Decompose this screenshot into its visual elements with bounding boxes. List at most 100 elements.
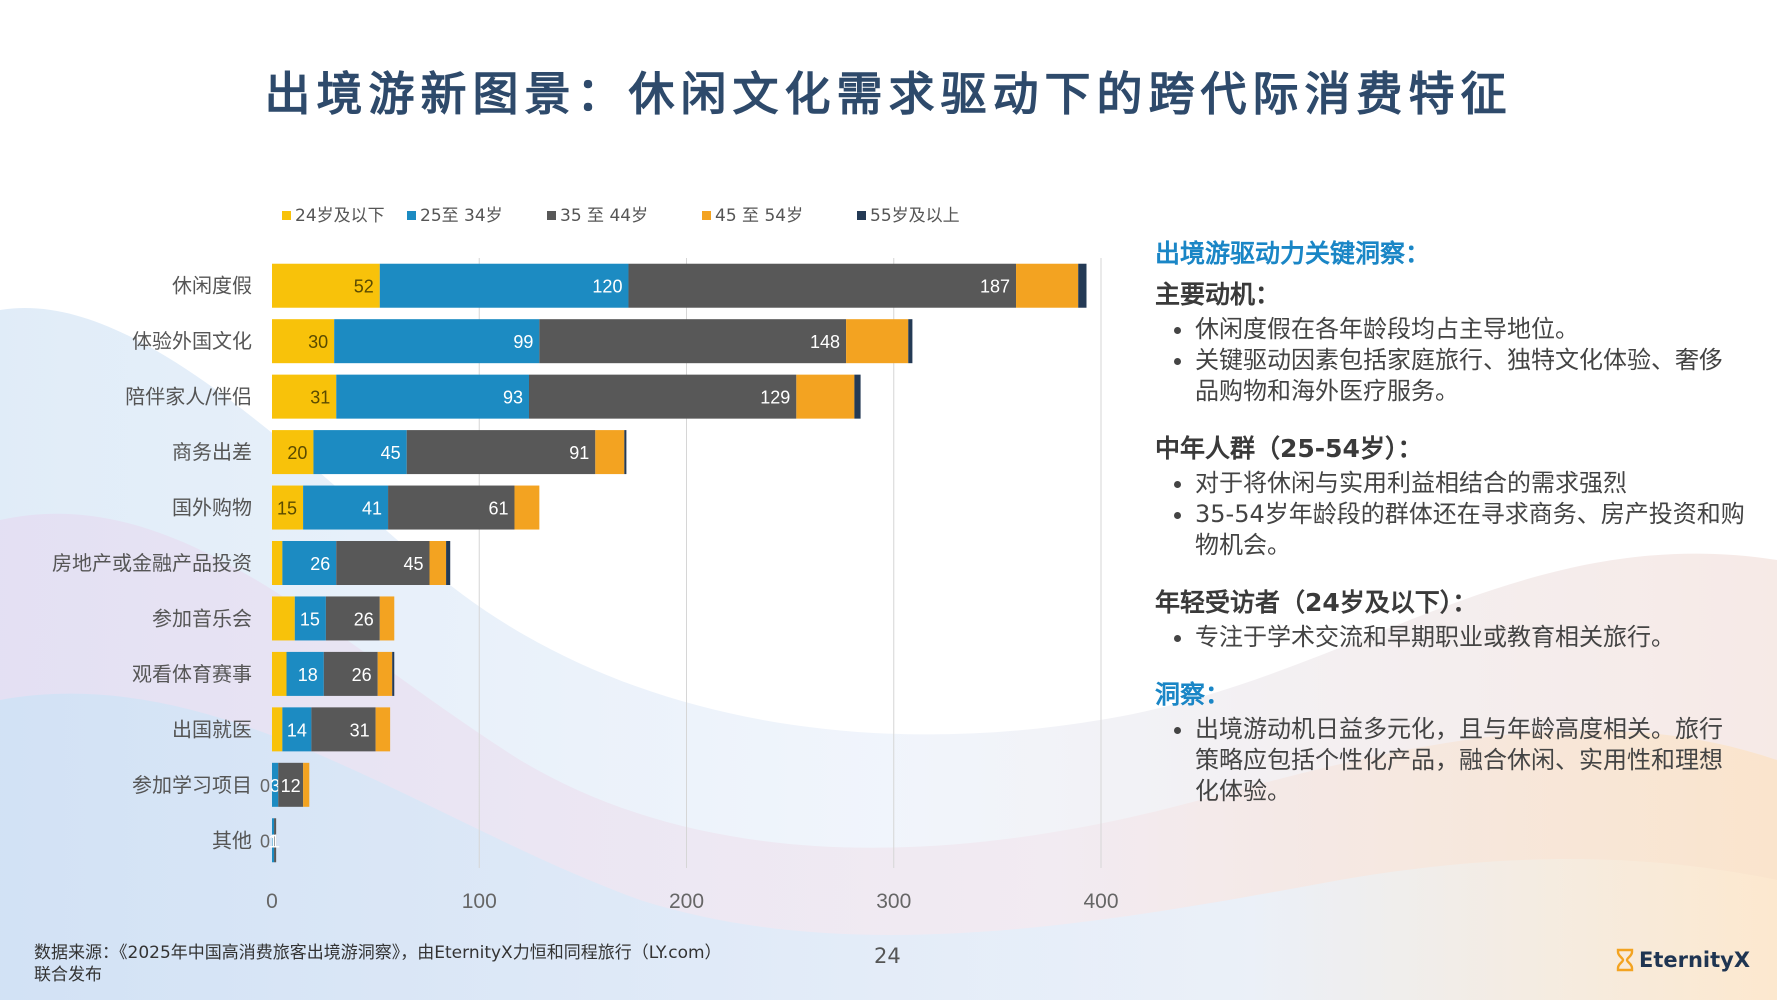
x-tick-label: 0: [266, 890, 278, 913]
bar-segment: [272, 374, 337, 419]
data-label: 15: [300, 609, 320, 629]
bar-segment: [334, 319, 540, 364]
bar-segment: [388, 485, 515, 530]
insight-section-young: 年轻受访者（24岁及以下）： 专注于学术交流和早期职业或教育相关旅行。: [1155, 587, 1745, 653]
section-title: 洞察：: [1155, 680, 1231, 709]
bar-segment: [379, 263, 629, 308]
data-source-note: 数据来源：《2025年中国高消费旅客出境游洞察》，由EternityX力恒和同程…: [34, 942, 834, 986]
page-title: 出境游新图景：休闲文化需求驱动下的跨代际消费特征: [264, 67, 1513, 121]
bar-segment: [323, 651, 378, 696]
bar-segment: [272, 707, 283, 752]
data-label: 0: [260, 776, 270, 796]
data-label: 3: [270, 776, 280, 796]
data-label: 91: [569, 443, 589, 463]
bar-segment: [272, 485, 304, 530]
x-tick-label: 400: [1083, 890, 1118, 913]
bar-segment: [336, 541, 430, 585]
category-label: 国外购物: [172, 496, 252, 520]
bar-segment: [282, 707, 312, 752]
bar-segment: [514, 485, 540, 530]
bar-segment: [272, 263, 380, 308]
bar-segment: [272, 541, 283, 585]
bullet-item: 休闲度假在各年龄段均占主导地位。: [1195, 314, 1745, 345]
source-line-2: 联合发布: [34, 965, 102, 985]
bar-segment: [278, 762, 304, 807]
bar-segment: [311, 707, 376, 752]
bar-segment: [274, 818, 277, 863]
legend-swatch: [547, 211, 556, 220]
data-label: 31: [310, 388, 330, 408]
data-label: 93: [503, 388, 523, 408]
legend-swatch: [702, 211, 711, 220]
category-label: 陪伴家人/伴侣: [125, 385, 252, 409]
data-label: 187: [980, 277, 1010, 297]
data-label: 20: [287, 443, 307, 463]
data-label: 26: [352, 665, 372, 685]
legend-label: 25至 34岁: [420, 206, 503, 226]
bar-segment: [325, 596, 380, 641]
bar-segment: [272, 818, 275, 863]
bar-segment: [375, 707, 391, 752]
logo-text: EternityX: [1639, 948, 1751, 972]
bar-segment: [446, 541, 451, 585]
bar-segment: [539, 319, 847, 364]
bar-segment: [313, 430, 407, 475]
data-label: 15: [277, 499, 297, 519]
legend-label: 55岁及以上: [870, 206, 960, 226]
bullet-item: 35-54岁年龄段的群体还在寻求商务、房产投资和购物机会。: [1195, 499, 1745, 561]
bar-segment: [1078, 263, 1087, 308]
data-label: 99: [513, 332, 533, 352]
bullet-item: 对于将休闲与实用利益相结合的需求强烈: [1195, 468, 1745, 499]
bar-segment: [846, 319, 909, 364]
bullet-item: 关键驱动因素包括家庭旅行、独特文化体验、奢侈品购物和海外医疗服务。: [1195, 345, 1745, 407]
section-title: 中年人群（25-54岁）：: [1155, 434, 1423, 463]
bar-segment: [406, 430, 596, 475]
data-label: 26: [354, 609, 374, 629]
section-title: 年轻受访者（24岁及以下）：: [1155, 588, 1478, 617]
category-label: 出国就医: [172, 717, 252, 741]
data-label: 45: [381, 443, 401, 463]
bar-segment: [624, 430, 627, 475]
bar-segment: [303, 762, 310, 807]
data-label: 41: [362, 499, 382, 519]
brand-logo: EternityX: [1615, 948, 1750, 972]
bar-segment: [272, 762, 279, 807]
category-label: 休闲度假: [172, 274, 252, 298]
data-label: 14: [287, 720, 307, 740]
bullet-item: 专注于学术交流和早期职业或教育相关旅行。: [1195, 622, 1745, 653]
page-number: 24: [874, 944, 901, 968]
x-tick-label: 200: [669, 890, 704, 913]
data-label: 1: [268, 831, 278, 851]
legend-swatch: [407, 211, 416, 220]
bar-segment: [628, 263, 1017, 308]
data-label: 0: [260, 831, 270, 851]
legend-swatch: [282, 211, 291, 220]
x-tick-label: 300: [876, 890, 911, 913]
bullet-item: 出境游动机日益多元化，且与年龄高度相关。旅行策略应包括个性化产品，融合休闲、实用…: [1195, 714, 1745, 807]
bar-segment: [272, 430, 314, 475]
data-label: 148: [810, 332, 840, 352]
legend-label: 24岁及以下: [295, 206, 385, 226]
legend-swatch: [857, 211, 866, 220]
bar-segment: [282, 541, 337, 585]
bar-segment: [272, 651, 287, 696]
bar-segment: [854, 374, 861, 419]
bar-segment: [392, 651, 395, 696]
category-label: 参加音乐会: [152, 606, 252, 630]
section-title: 主要动机：: [1155, 280, 1281, 309]
insight-section-main-motives: 主要动机： 休闲度假在各年龄段均占主导地位。 关键驱动因素包括家庭旅行、独特文化…: [1155, 279, 1745, 407]
bar-segment: [595, 430, 625, 475]
category-label: 商务出差: [172, 440, 252, 464]
legend-label: 35 至 44岁: [560, 206, 648, 226]
data-label: 52: [354, 277, 374, 297]
data-label: 26: [310, 554, 330, 574]
insight-section-middle-aged: 中年人群（25-54岁）： 对于将休闲与实用利益相结合的需求强烈 35-54岁年…: [1155, 433, 1745, 561]
bar-segment: [336, 374, 529, 419]
data-label: 1: [270, 831, 280, 851]
bar-segment: [377, 651, 393, 696]
data-label: 120: [592, 277, 622, 297]
bar-segment: [379, 596, 395, 641]
legend-label: 45 至 54岁: [715, 206, 803, 226]
